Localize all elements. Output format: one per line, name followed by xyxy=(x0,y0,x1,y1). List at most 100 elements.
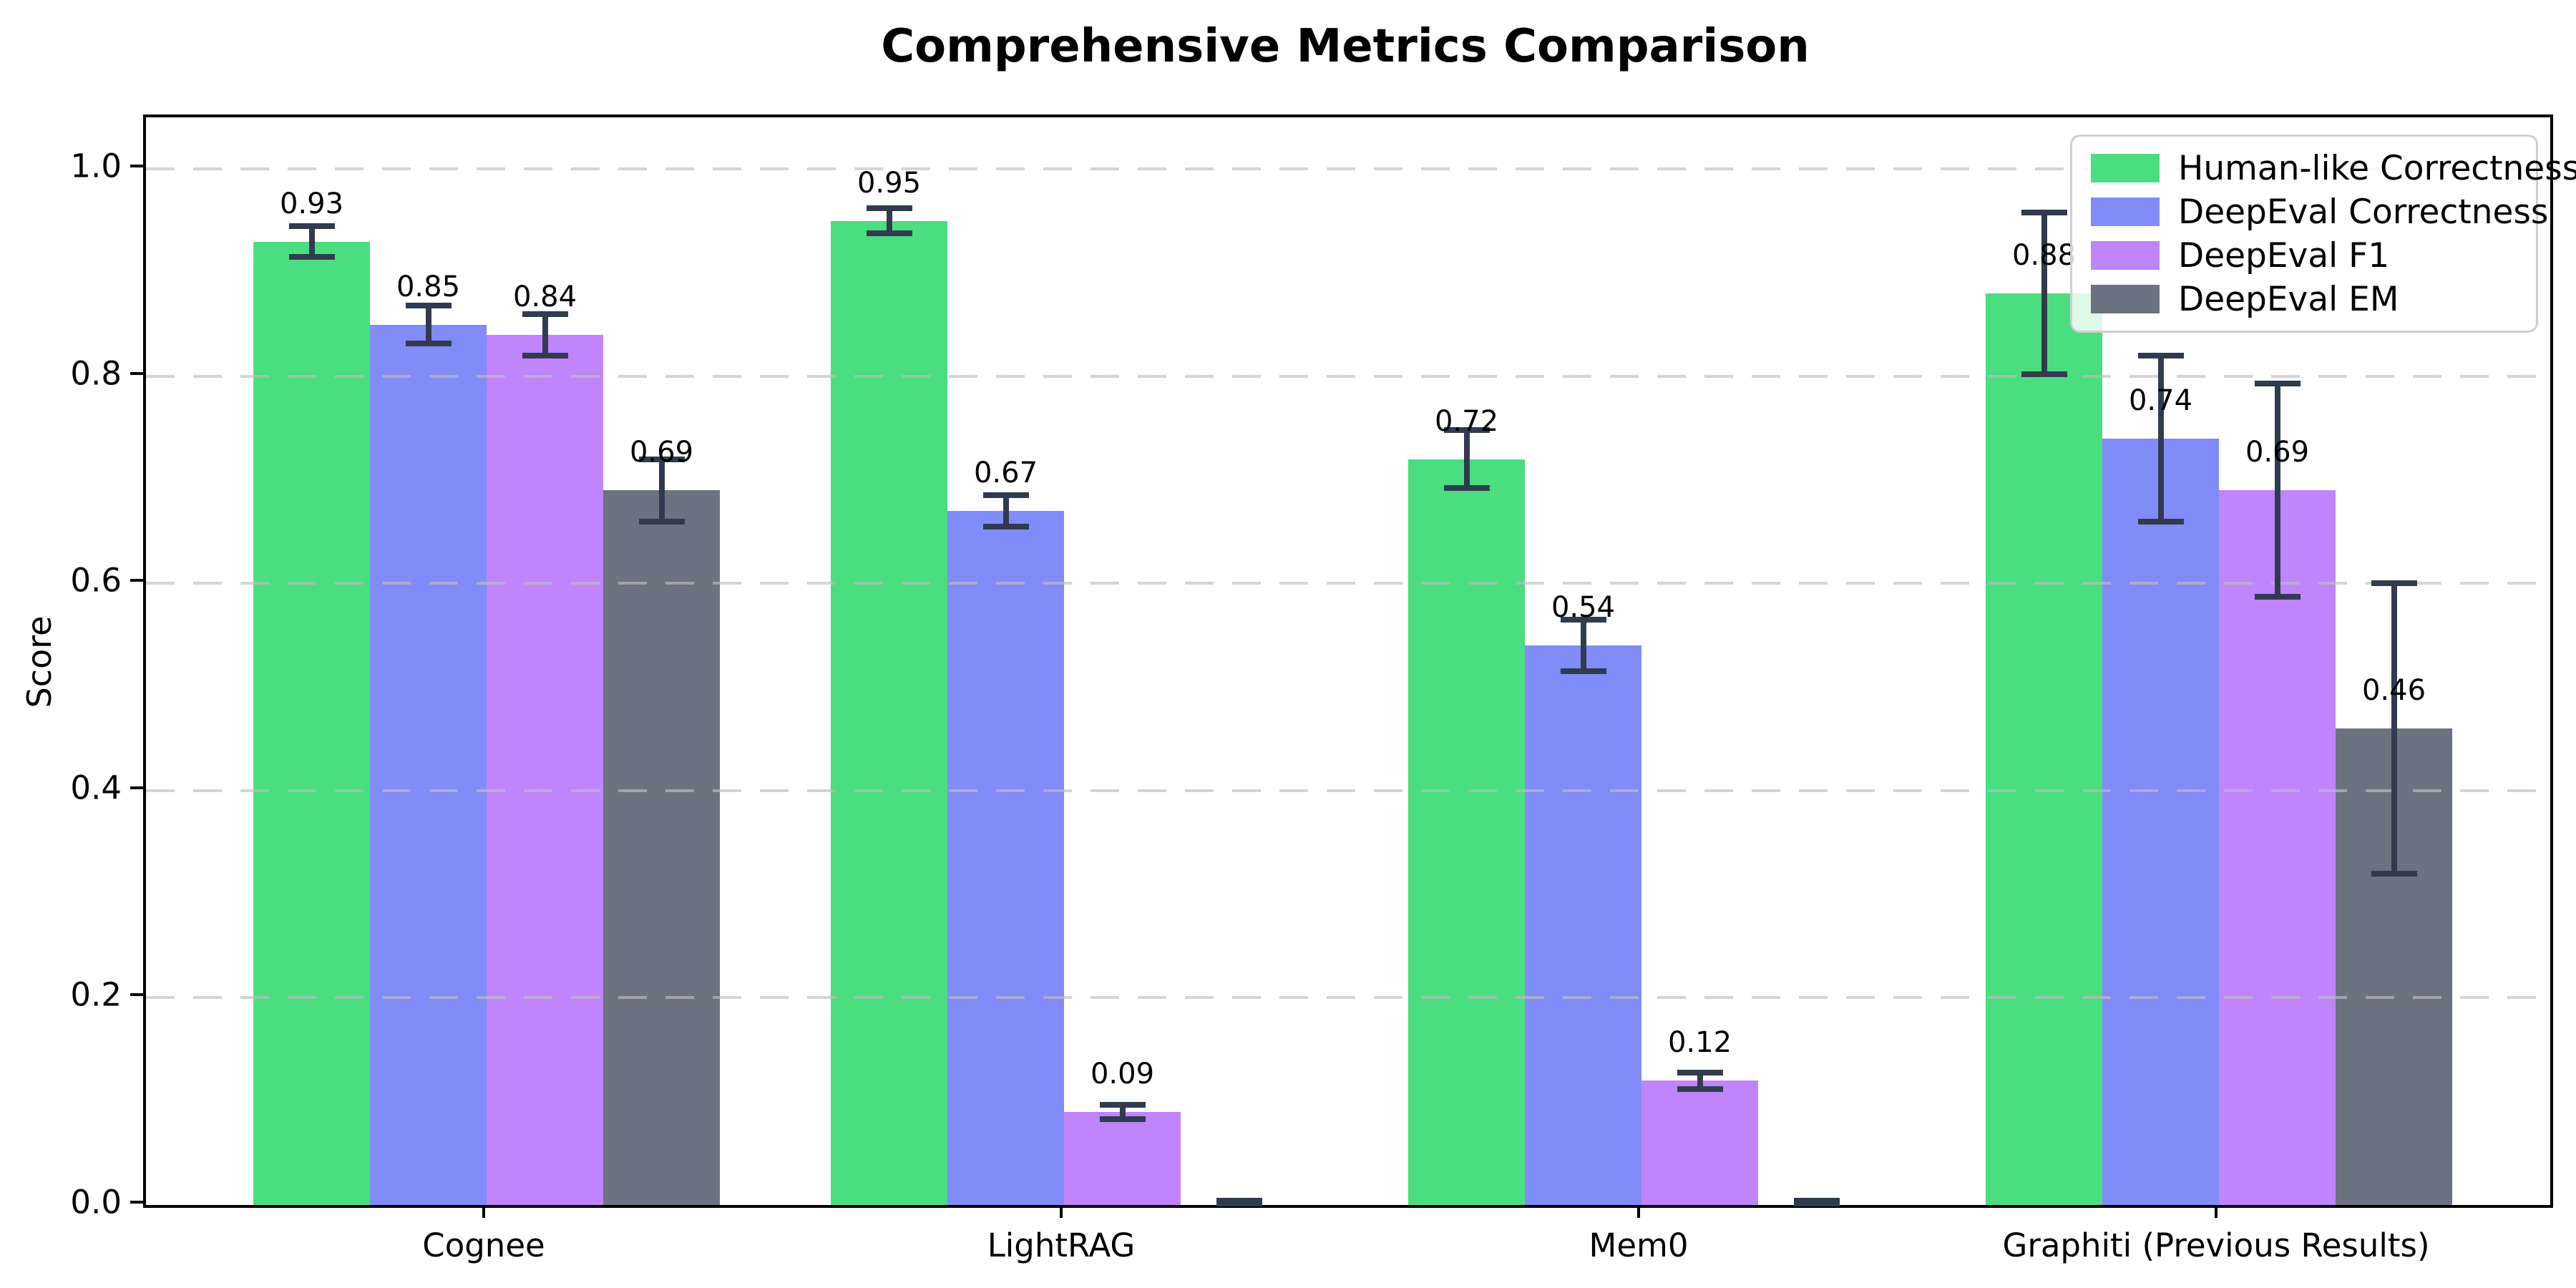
legend-label: Human-like Correctness xyxy=(2178,148,2576,188)
legend-item: DeepEval Correctness xyxy=(2091,192,2548,232)
error-bar-line xyxy=(658,459,665,522)
bar-value-label: 0.88 xyxy=(2011,239,2077,273)
bar-value-label: 0.85 xyxy=(396,270,461,303)
x-tick-mark xyxy=(1637,1205,1640,1218)
legend-swatch xyxy=(2091,197,2160,226)
y-tick-mark xyxy=(130,579,143,582)
error-bar-cap xyxy=(1677,1069,1723,1075)
error-bar-line xyxy=(1002,495,1009,527)
error-bar-cap xyxy=(982,523,1029,530)
error-bar-cap xyxy=(288,254,335,260)
error-bar-cap xyxy=(1560,617,1606,623)
error-bar-line xyxy=(2391,583,2397,874)
error-bar-cap xyxy=(1099,1116,1146,1122)
bar-value-label: 0.95 xyxy=(857,166,922,200)
error-bar-cap xyxy=(982,492,1029,499)
bar-value-label: 0.46 xyxy=(2361,674,2426,708)
error-bar-cap xyxy=(2021,371,2067,377)
bar-value-label: 0.09 xyxy=(1090,1057,1155,1091)
error-bar-cap xyxy=(405,340,452,346)
y-tick-mark xyxy=(130,1201,143,1204)
error-bar-cap xyxy=(1099,1101,1146,1108)
error-bar-cap xyxy=(1443,427,1490,434)
error-bar-cap xyxy=(866,230,912,237)
legend-label: DeepEval EM xyxy=(2178,279,2399,319)
legend-item: DeepEval F1 xyxy=(2091,235,2517,275)
gridline xyxy=(146,996,2550,1000)
x-tick-label: Mem0 xyxy=(1589,1226,1689,1264)
y-tick-label: 0.6 xyxy=(70,561,122,600)
legend-item: Human-like Correctness xyxy=(2091,149,2576,188)
legend-label: DeepEval F1 xyxy=(2178,235,2390,275)
y-tick-label: 0.2 xyxy=(70,975,122,1014)
y-tick-label: 0.8 xyxy=(70,354,122,393)
error-bar-cap xyxy=(2371,870,2417,877)
bar xyxy=(370,324,487,1205)
legend-swatch xyxy=(2091,285,2160,313)
x-tick-mark xyxy=(1060,1205,1063,1218)
bar xyxy=(1525,645,1641,1205)
y-tick-mark xyxy=(130,786,143,789)
error-bar-cap xyxy=(2137,352,2184,358)
gridline xyxy=(146,167,2550,171)
error-bar-cap xyxy=(866,205,912,212)
bar xyxy=(487,335,603,1205)
plot-area: 0.93 0.95 0.72 0.88 0.85 0.67 0.54 0.74 0.84 0.09… xyxy=(143,114,2576,1208)
error-bar-cap xyxy=(1216,1201,1262,1206)
bar xyxy=(1064,1111,1181,1205)
error-bar-cap xyxy=(522,311,568,318)
bar xyxy=(253,241,370,1205)
gridline xyxy=(146,374,2550,378)
error-bar-cap xyxy=(288,223,335,229)
error-bar-cap xyxy=(2371,580,2417,587)
bar xyxy=(831,220,947,1205)
error-bar-cap xyxy=(405,303,452,309)
bar xyxy=(2219,490,2336,1205)
legend-item: DeepEval EM xyxy=(2091,279,2517,319)
error-bar-line xyxy=(1119,1104,1126,1119)
error-bar-line xyxy=(1697,1072,1703,1089)
y-tick-label: 1.0 xyxy=(70,147,122,185)
error-bar-line xyxy=(1463,430,1470,489)
error-bar-line xyxy=(425,306,431,343)
chart-title: Comprehensive Metrics Comparison xyxy=(881,20,1810,73)
error-bar-line xyxy=(2041,213,2047,374)
bar-value-label: 0.12 xyxy=(1667,1026,1732,1060)
bar-value-label: 0.93 xyxy=(279,187,344,220)
error-bar-line xyxy=(1580,620,1586,672)
error-bar-line xyxy=(886,208,892,234)
bar xyxy=(1641,1080,1758,1205)
error-bar-cap xyxy=(1677,1085,1723,1092)
gridline xyxy=(146,582,2550,585)
y-tick-label: 0.0 xyxy=(70,1183,122,1221)
bar-value-label: 0.67 xyxy=(973,457,1038,490)
bar xyxy=(2102,438,2219,1205)
bar-value-label: 0.69 xyxy=(629,436,694,469)
error-bar-cap xyxy=(1793,1201,1840,1206)
bar-value-label: 0.72 xyxy=(1434,404,1499,438)
error-bar-cap xyxy=(638,456,685,462)
legend-swatch xyxy=(2091,154,2160,182)
x-tick-mark xyxy=(2215,1205,2218,1218)
gridline xyxy=(146,789,2550,792)
legend-label: DeepEval Correctness xyxy=(2178,192,2549,232)
error-bar-cap xyxy=(638,518,685,525)
bar-value-label: 0.69 xyxy=(2245,436,2310,469)
x-tick-label: LightRAG xyxy=(987,1226,1136,1264)
error-bar-line xyxy=(542,314,548,356)
bar-value-label: 0.84 xyxy=(512,280,577,313)
bar xyxy=(947,511,1064,1205)
error-bar-line xyxy=(2274,384,2280,597)
error-bar-cap xyxy=(2254,381,2301,387)
error-bar-line xyxy=(2157,355,2164,522)
legend: Human-like Correctness DeepEval Correctne… xyxy=(2070,135,2576,333)
y-tick-mark xyxy=(130,371,143,375)
bar-value-label: 0.74 xyxy=(2128,384,2193,417)
y-tick-mark xyxy=(130,165,143,168)
x-tick-mark xyxy=(482,1205,485,1218)
bar xyxy=(1986,293,2102,1205)
error-bar-cap xyxy=(2137,518,2184,525)
error-bar-cap xyxy=(1560,668,1606,675)
y-tick-mark xyxy=(130,993,143,997)
